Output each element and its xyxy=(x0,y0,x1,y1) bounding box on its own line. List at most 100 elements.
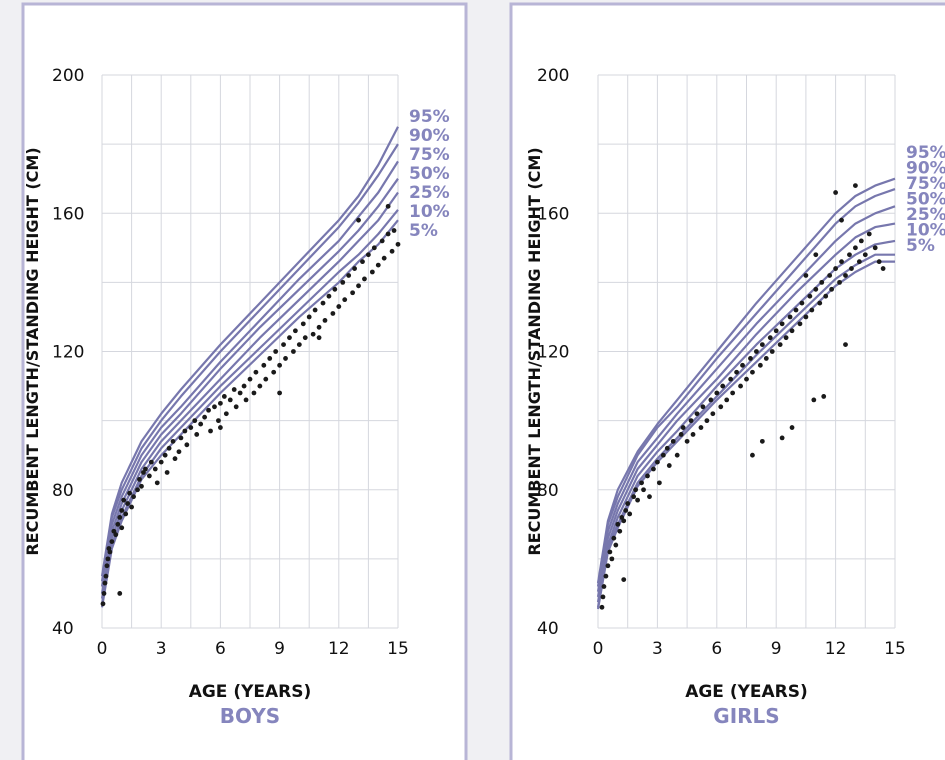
y-tick-label: 200 xyxy=(52,66,84,86)
data-point xyxy=(647,494,652,500)
data-point xyxy=(833,190,838,195)
data-point xyxy=(803,314,809,320)
data-point xyxy=(811,397,817,403)
data-point xyxy=(277,362,282,368)
data-point xyxy=(617,528,623,534)
data-point xyxy=(660,452,666,458)
boys-chart-title: BOYS xyxy=(220,704,280,728)
percentile-curve xyxy=(596,260,895,610)
percentile-label: 10% xyxy=(409,202,450,222)
data-point xyxy=(101,591,107,596)
data-point xyxy=(119,525,125,531)
data-point xyxy=(198,421,204,427)
data-point xyxy=(243,397,249,403)
data-point xyxy=(607,549,613,555)
data-point xyxy=(625,501,631,506)
data-point xyxy=(139,483,144,489)
data-point xyxy=(621,577,627,583)
data-point xyxy=(143,466,148,472)
data-point xyxy=(152,466,158,472)
data-point xyxy=(748,356,753,361)
data-point xyxy=(291,349,296,354)
percentile-curve xyxy=(100,126,399,577)
data-point xyxy=(609,556,615,562)
y-tick-label: 160 xyxy=(537,204,569,224)
data-point xyxy=(651,466,656,472)
data-point xyxy=(704,418,710,424)
percentile-curve xyxy=(596,188,896,587)
data-point xyxy=(117,515,123,520)
data-point xyxy=(688,418,694,424)
data-point xyxy=(237,390,243,396)
data-point xyxy=(212,404,217,410)
girls-chart-title: GIRLS xyxy=(713,704,779,728)
boys-x-axis-label: AGE (YEARS) xyxy=(189,682,312,702)
data-point xyxy=(611,535,617,541)
data-point xyxy=(708,397,714,403)
data-point xyxy=(779,435,785,441)
percentile-curve xyxy=(100,219,399,608)
data-point xyxy=(849,266,854,271)
data-point xyxy=(104,563,110,569)
data-point xyxy=(336,304,342,309)
data-point xyxy=(807,293,813,299)
data-point xyxy=(194,432,200,437)
y-tick-label: 160 xyxy=(52,204,84,224)
data-point xyxy=(356,217,361,223)
data-point xyxy=(680,425,686,430)
data-point xyxy=(876,259,882,265)
data-point xyxy=(320,300,326,306)
data-point xyxy=(379,238,385,244)
data-point xyxy=(216,418,221,424)
data-point xyxy=(300,321,306,327)
data-point xyxy=(395,241,401,247)
data-point xyxy=(360,259,365,265)
data-point xyxy=(656,480,662,486)
data-point xyxy=(281,342,286,347)
data-point xyxy=(853,245,858,251)
data-point xyxy=(847,252,852,258)
data-point xyxy=(107,549,113,555)
data-point xyxy=(346,273,352,278)
data-point xyxy=(241,383,247,389)
percentile-label: 25% xyxy=(409,183,450,203)
data-point xyxy=(371,245,377,251)
data-point xyxy=(843,273,848,278)
data-point xyxy=(769,349,775,354)
data-point xyxy=(164,470,170,475)
girls-grid xyxy=(597,74,896,629)
percentile-curve xyxy=(100,160,399,587)
data-point xyxy=(100,601,106,607)
data-point xyxy=(829,286,835,292)
data-point xyxy=(773,328,779,334)
percentile-curve xyxy=(596,222,896,598)
data-point xyxy=(789,425,795,430)
data-point xyxy=(872,245,878,251)
data-point xyxy=(730,390,736,396)
y-tick-label: 80 xyxy=(537,481,559,501)
data-point xyxy=(605,563,611,569)
data-point xyxy=(690,432,696,437)
data-point xyxy=(880,266,886,271)
data-point xyxy=(797,321,803,327)
percentile-curve xyxy=(100,178,399,594)
data-point xyxy=(655,459,660,465)
data-point xyxy=(631,494,637,500)
data-point xyxy=(817,300,823,306)
data-point xyxy=(146,473,152,479)
boys-panel-frame xyxy=(21,2,468,760)
percentile-curve xyxy=(596,205,896,592)
data-point xyxy=(162,452,168,458)
data-point xyxy=(103,573,109,579)
y-tick-label: 200 xyxy=(537,66,569,86)
x-tick-label: 0 xyxy=(593,639,604,659)
data-point xyxy=(843,342,848,347)
data-point xyxy=(322,317,328,323)
data-point xyxy=(267,356,273,361)
data-point xyxy=(287,335,292,341)
data-point xyxy=(172,456,178,462)
boys-x-tick-labels: 0 3 6 9 12 15 xyxy=(97,639,409,659)
data-point xyxy=(700,404,706,410)
boys-y-tick-labels: 40 80 120 160 200 xyxy=(52,66,84,639)
percentile-curve xyxy=(100,143,399,582)
